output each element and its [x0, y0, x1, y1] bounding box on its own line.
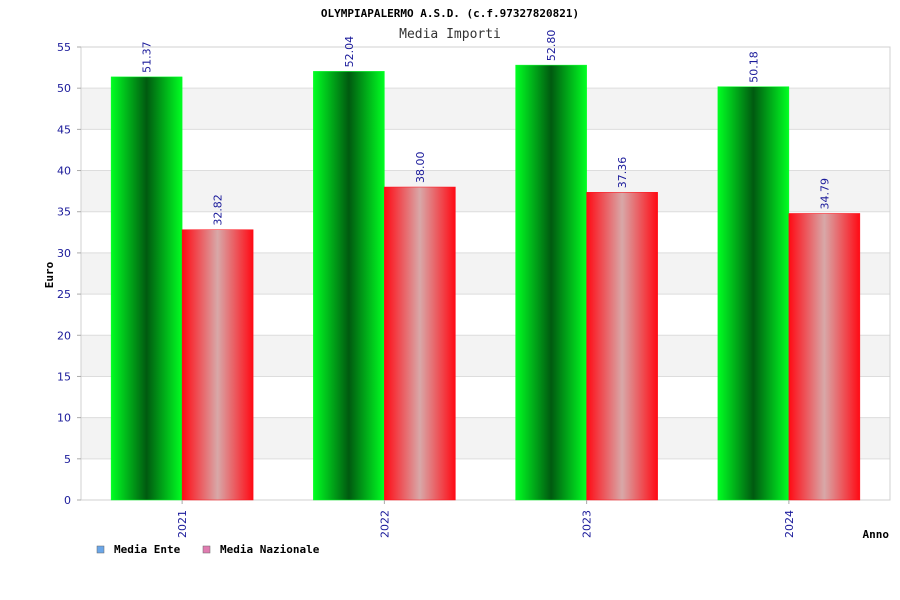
y-tick-label: 0: [64, 494, 71, 507]
y-tick-label: 15: [57, 370, 71, 383]
bar: [586, 192, 658, 501]
plot-frame: [80, 46, 891, 501]
grid-band: [81, 47, 890, 89]
y-tick-label: 10: [57, 412, 71, 425]
y-tick-label: 55: [57, 41, 71, 54]
y-tick-label: 30: [57, 247, 71, 260]
legend-label: Media Ente: [114, 543, 181, 556]
x-axis: 2021 2022 2023 2024: [176, 500, 796, 538]
data-label: 52.80: [545, 30, 558, 62]
bars: 51.37 32.82 52.04 38.00 52.80 37.36 50.18 34.79: [110, 30, 861, 501]
x-tick-label: 2021: [176, 510, 189, 538]
data-label: 32.82: [212, 194, 225, 226]
legend: Media Ente Media Nazionale: [96, 543, 320, 556]
chart-subtitle: Media Importi: [399, 27, 501, 42]
data-label: 34.79: [818, 178, 831, 210]
x-axis-label: Anno: [863, 528, 890, 541]
bar: [110, 76, 183, 501]
y-axis: 0 5 10 15 20 25 30 35 40 45 50 55: [57, 41, 81, 507]
bar: [717, 86, 790, 501]
legend-label: Media Nazionale: [220, 543, 320, 556]
bar: [515, 64, 587, 501]
chart-title: OLYMPIAPALERMO A.S.D. (c.f.97327820821): [321, 7, 579, 20]
y-tick-label: 45: [57, 123, 71, 136]
data-label: 52.04: [343, 36, 356, 68]
legend-swatch: [202, 545, 211, 554]
data-label: 51.37: [141, 41, 154, 73]
bar: [788, 213, 861, 501]
y-tick-label: 40: [57, 165, 71, 178]
x-tick-label: 2024: [783, 510, 796, 538]
y-tick-label: 50: [57, 82, 71, 95]
data-label: 38.00: [414, 152, 427, 184]
legend-swatch: [96, 545, 105, 554]
y-tick-label: 20: [57, 329, 71, 342]
data-label: 50.18: [747, 51, 760, 83]
y-axis-label: Euro: [43, 261, 56, 288]
y-tick-label: 25: [57, 288, 71, 301]
bar: [181, 229, 254, 501]
bar: [313, 71, 385, 501]
y-tick-label: 35: [57, 206, 71, 219]
bar: [384, 186, 456, 501]
x-tick-label: 2022: [378, 510, 391, 538]
y-tick-label: 5: [64, 453, 71, 466]
data-label: 37.36: [616, 157, 629, 189]
x-tick-label: 2023: [581, 510, 594, 538]
